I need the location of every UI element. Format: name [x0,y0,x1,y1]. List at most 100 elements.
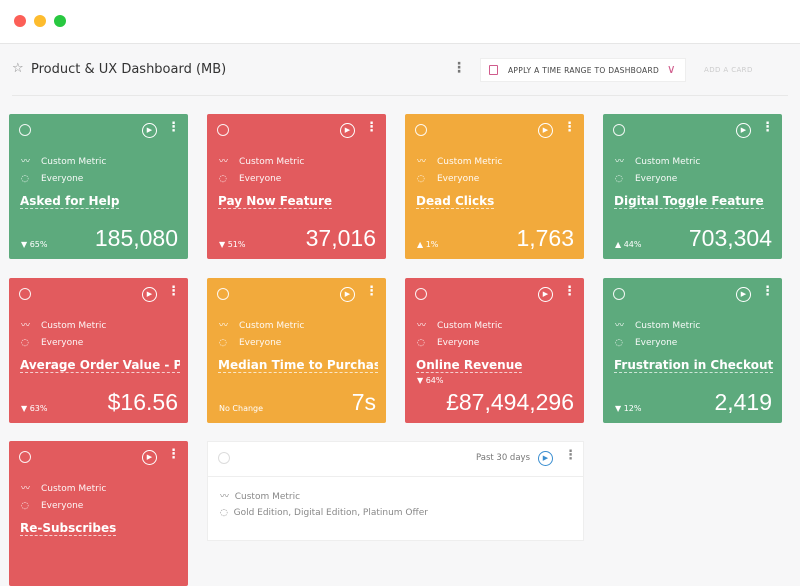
segment-label: Everyone [239,174,282,184]
time-range-label: APPLY A TIME RANGE TO DASHBOARD [508,66,660,75]
metric-card[interactable]: ▶ ⋮ 〰 Custom Metric ◌ Everyone Dead Clicks… [405,114,584,259]
play-icon[interactable]: ▶ [142,450,157,465]
clock-icon [19,288,31,300]
more-options-icon[interactable]: ⋮ [563,284,576,299]
more-options-icon[interactable]: ⋮ [167,284,180,299]
segment: ◌ Everyone [615,174,677,184]
change-indicator: ▲ 1% [417,240,439,249]
trend-icon: 〰 [417,321,427,331]
metric-type-label: Custom Metric [41,321,107,331]
more-options-icon[interactable]: ⋮ [167,120,180,135]
card-title[interactable]: Median Time to Purchase [218,358,378,373]
more-options-icon[interactable]: ⋮ [167,447,180,462]
metric-card[interactable]: ▶ ⋮ 〰 Custom Metric ◌ Everyone Re-Subscrib… [9,441,188,586]
time-range-button[interactable]: APPLY A TIME RANGE TO DASHBOARD ∨ [480,58,686,82]
card-title[interactable]: Online Revenue [416,358,523,373]
card-title[interactable]: Pay Now Feature [218,194,333,209]
metric-card[interactable]: ▶ ⋮ 〰 Custom Metric ◌ Everyone Online Reve… [405,278,584,423]
segment: ◌ Everyone [21,174,83,184]
clock-icon [415,124,427,136]
minimize-window-button[interactable] [34,15,46,27]
segment-icon: ◌ [417,174,425,184]
segment-icon: ◌ [219,174,227,184]
segment-icon: ◌ [615,338,623,348]
add-card-button[interactable]: ADD A CARD [704,66,753,74]
segment-icon: ◌ [21,501,29,511]
more-options-icon[interactable]: ⋮ [452,60,466,76]
divider [208,476,583,477]
maximize-window-button[interactable] [54,15,66,27]
star-icon[interactable]: ☆ [12,61,24,76]
card-title[interactable]: Digital Toggle Feature [614,194,764,209]
play-icon[interactable]: ▶ [736,287,751,302]
segment-label: Everyone [41,338,84,348]
play-icon[interactable]: ▶ [736,123,751,138]
segment: ◌ Gold Edition, Digital Edition, Platinu… [220,508,428,518]
more-options-icon[interactable]: ⋮ [563,120,576,135]
trend-icon: 〰 [615,321,625,331]
play-icon[interactable]: ▶ [340,287,355,302]
metric-type-label: Custom Metric [239,157,305,167]
metric-type-label: Custom Metric [437,157,503,167]
change-indicator: ▼ 65% [21,240,48,249]
metric-card[interactable]: ▶ ⋮ 〰 Custom Metric ◌ Everyone Asked for H… [9,114,188,259]
trend-icon: 〰 [21,157,31,167]
change-indicator: ▼ 12% [615,404,642,413]
metric-type: 〰 Custom Metric [615,318,700,331]
more-options-icon[interactable]: ⋮ [365,284,378,299]
metric-type-label: Custom Metric [635,321,701,331]
metric-value: 703,304 [688,225,772,251]
metric-card[interactable]: ▶ ⋮ 〰 Custom Metric ◌ Everyone Pay Now Fea… [207,114,386,259]
segment: ◌ Everyone [21,501,83,511]
segment-label: Everyone [635,338,678,348]
change-indicator: ▼ 64% [417,376,444,385]
segment-label: Everyone [437,338,480,348]
metric-type-label: Custom Metric [239,321,305,331]
play-icon[interactable]: ▶ [340,123,355,138]
change-indicator: ▼ 63% [21,404,48,413]
metric-card[interactable]: ▶ ⋮ 〰 Custom Metric ◌ Everyone Median Time… [207,278,386,423]
more-options-icon[interactable]: ⋮ [761,284,774,299]
card-title[interactable]: Frustration in Checkout [614,358,774,373]
metric-type-label: Custom Metric [41,157,107,167]
metric-type: 〰 Custom Metric [417,154,502,167]
metric-type: 〰 Custom Metric [21,481,106,494]
trend-icon: 〰 [615,157,625,167]
metric-card[interactable]: ▶ ⋮ 〰 Custom Metric ◌ Everyone Average Ord… [9,278,188,423]
play-icon[interactable]: ▶ [142,123,157,138]
metric-card[interactable]: ▶ ⋮ 〰 Custom Metric ◌ Everyone Digital Tog… [603,114,782,259]
card-title[interactable]: Asked for Help [20,194,120,209]
segment-icon: ◌ [219,338,227,348]
metric-type-label: Custom Metric [635,157,701,167]
clock-icon [19,451,31,463]
trend-icon: 〰 [219,321,229,331]
metric-type: 〰 Custom Metric [417,318,502,331]
segment-icon: ◌ [21,338,29,348]
more-options-icon[interactable]: ⋮ [564,448,577,463]
card-title[interactable]: Re-Subscribes [20,521,117,536]
card-title[interactable]: Dead Clicks [416,194,495,209]
segment-label: Everyone [239,338,282,348]
dashboard-card[interactable]: Past 30 days ▶ ⋮ 〰 Custom Metric ◌ Gold … [207,441,584,541]
metric-type: 〰 Custom Metric [21,318,106,331]
trend-icon: 〰 [219,157,229,167]
close-window-button[interactable] [14,15,26,27]
change-indicator: ▲ 44% [615,240,642,249]
clock-icon [217,288,229,300]
card-title[interactable]: Average Order Value - Pas... [20,358,180,373]
clock-icon [613,288,625,300]
metric-card[interactable]: ▶ ⋮ 〰 Custom Metric ◌ Everyone Frustration… [603,278,782,423]
more-options-icon[interactable]: ⋮ [365,120,378,135]
segment: ◌ Everyone [417,338,479,348]
play-icon[interactable]: ▶ [142,287,157,302]
play-icon[interactable]: ▶ [538,451,553,466]
segment-label: Everyone [41,174,84,184]
more-options-icon[interactable]: ⋮ [761,120,774,135]
clock-icon [613,124,625,136]
metric-type-label: Custom Metric [234,492,301,502]
calendar-icon [489,65,498,75]
metric-value: 1,763 [516,225,574,251]
play-icon[interactable]: ▶ [538,287,553,302]
play-icon[interactable]: ▶ [538,123,553,138]
segment: ◌ Everyone [417,174,479,184]
